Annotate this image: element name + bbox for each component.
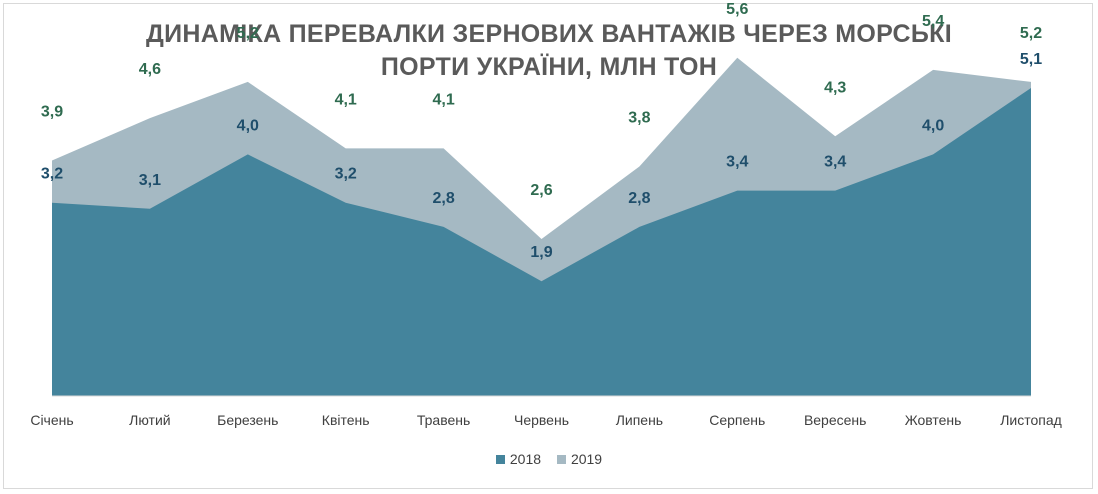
data-label-2018: 4,0 [237,117,259,134]
legend-swatch-2019 [556,455,566,464]
x-tick-label: Квітень [322,412,370,428]
data-label-2019: 2,6 [530,182,552,199]
x-tick-label: Березень [217,412,278,428]
x-tick-label: Серпень [709,412,765,428]
data-label-2018: 3,2 [335,166,357,183]
data-label-2018: 3,4 [824,154,846,171]
chart-title-line-1: ДИНАМІКА ПЕРЕВАЛКИ ЗЕРНОВИХ ВАНТАЖІВ ЧЕР… [146,20,952,48]
chart-frame [3,3,1093,489]
data-label-2019: 3,8 [628,109,650,126]
data-label-2019: 3,9 [41,103,63,120]
data-label-2019: 4,6 [139,61,161,78]
data-label-2018: 3,4 [726,154,748,171]
chart-title: ДИНАМІКА ПЕРЕВАЛКИ ЗЕРНОВИХ ВАНТАЖІВ ЧЕР… [0,18,1098,84]
data-label-2018: 1,9 [530,244,552,261]
legend-swatch-2018 [495,455,505,464]
chart-legend: 2018 2019 [0,451,1098,467]
data-label-2019: 4,3 [824,79,846,96]
data-label-2018: 3,1 [139,172,161,189]
data-label-2018: 2,8 [628,190,650,207]
data-label-2018: 2,8 [432,190,454,207]
x-tick-label: Травень [417,412,470,428]
x-tick-label: Січень [30,412,73,428]
x-tick-label: Вересень [804,412,867,428]
legend-item-2018: 2018 [495,451,542,467]
legend-item-2019: 2019 [556,451,603,467]
data-label-2018: 4,0 [922,117,944,134]
data-label-2019: 5,6 [726,1,748,18]
data-label-2019: 4,1 [432,91,454,108]
data-label-2018: 3,2 [41,166,63,183]
x-tick-label: Червень [514,412,569,428]
legend-label-2019: 2019 [570,451,603,467]
area-series-2018 [52,87,1031,397]
x-tick-label: Жовтень [905,412,962,428]
chart-title-line-2: ПОРТИ УКРАЇНИ, МЛН ТОН [380,53,718,81]
x-tick-label: Липень [616,412,663,428]
data-label-2019: 5,2 [237,25,259,42]
data-label-2019: 4,1 [335,91,357,108]
x-tick-label: Лютий [129,412,170,428]
data-label-2019: 5,2 [1020,25,1042,42]
x-tick-label: Листопад [1000,412,1062,428]
data-label-2019: 5,4 [922,13,944,30]
legend-label-2018: 2018 [509,451,542,467]
data-label-2018: 5,1 [1020,51,1042,68]
